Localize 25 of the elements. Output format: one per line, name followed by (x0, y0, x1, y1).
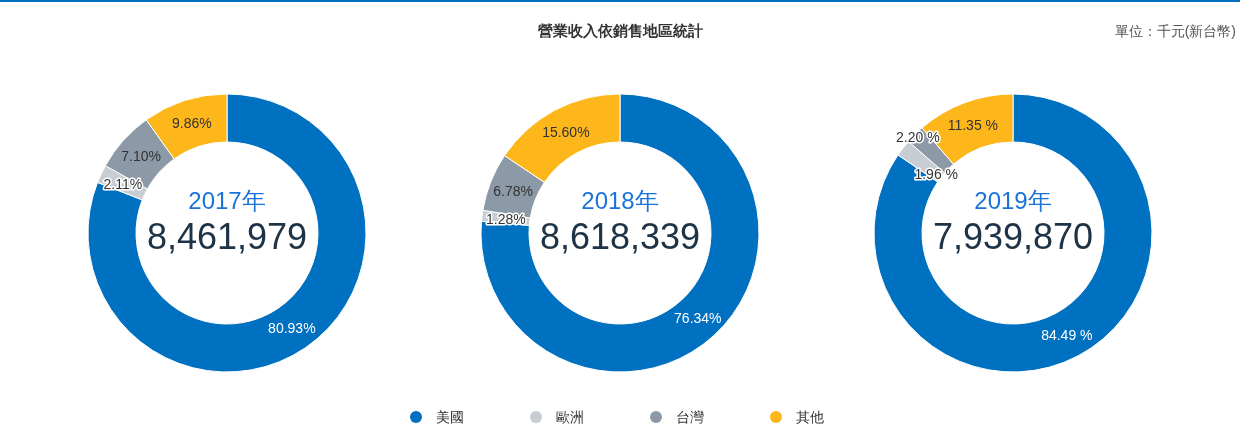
data-label: 84.49 % (1041, 326, 1093, 343)
text: 8,618,339 (539, 216, 701, 257)
text: 2018年 (581, 187, 659, 214)
donut-slice (480, 93, 760, 373)
data-label: 15.60% (542, 123, 590, 140)
data-label: 76.34% (674, 309, 722, 326)
data-label: 11.35 % (947, 117, 999, 134)
text: 7,939,870 (932, 216, 1094, 257)
text: 2017年 (188, 187, 266, 214)
legend-label: 美國 (436, 409, 464, 425)
text: 8,461,979 (146, 216, 308, 257)
data-label: 7.10% (121, 148, 162, 165)
legend-label: 台灣 (676, 409, 704, 425)
donut-slice (87, 93, 367, 373)
data-label: 80.93% (268, 319, 316, 336)
text: 營業收入依銷售地區統計 (537, 22, 703, 39)
legend-label: 其他 (796, 409, 824, 425)
data-label: 9.86% (172, 115, 212, 132)
legend-label: 歐洲 (556, 409, 584, 425)
data-label: 1.28% (486, 210, 526, 227)
donut-slice (873, 93, 1153, 373)
data-label: 2.11% (103, 176, 143, 193)
text: 2019年 (974, 187, 1052, 214)
text: 單位：千元(新台幣) (1114, 23, 1236, 39)
data-label: 6.78% (493, 182, 533, 199)
